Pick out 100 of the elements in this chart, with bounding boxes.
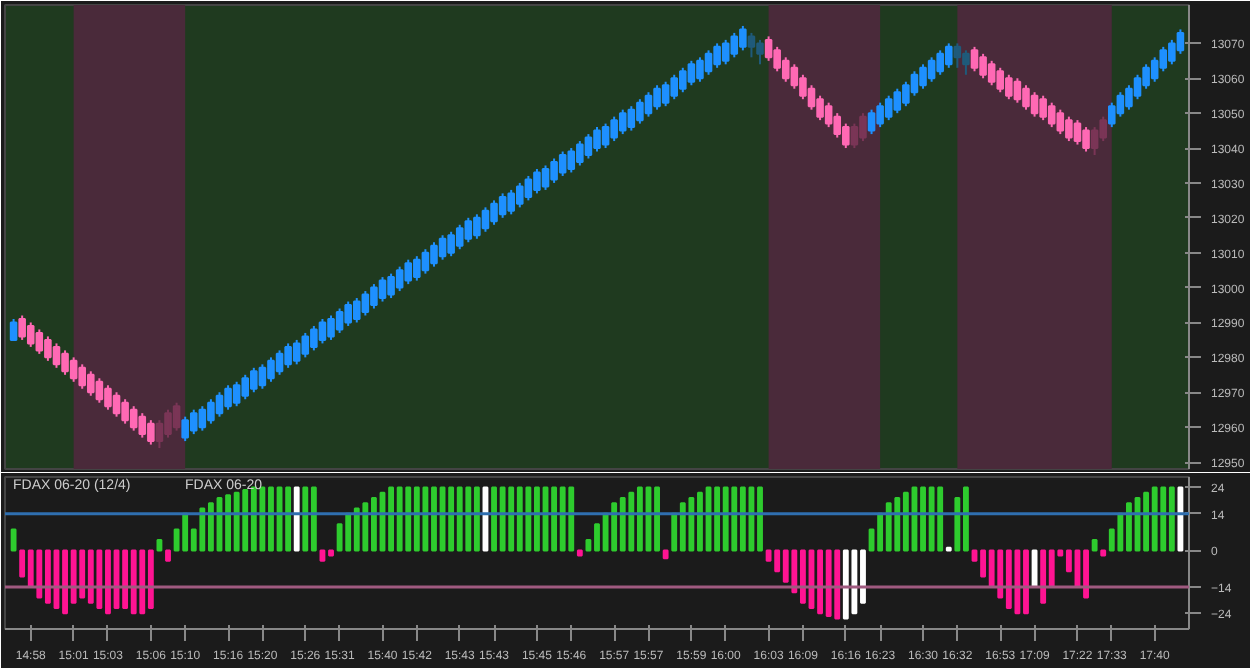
candlestick [52,342,61,369]
candlestick [69,356,78,383]
candlestick [1133,73,1142,101]
candlestick [550,157,558,184]
candlestick [207,398,215,425]
candlestick [327,314,335,341]
candlestick [352,297,361,324]
candlestick [670,73,679,101]
candlestick [687,59,696,87]
candlestick [953,42,962,69]
candlestick [721,38,730,66]
candlestick [1073,119,1082,146]
candlestick [661,80,670,108]
candlestick [636,98,644,125]
candlestick [361,290,370,317]
candlestick [1125,84,1133,111]
candlestick [232,380,241,408]
candlestick [241,373,250,401]
candlestick [318,317,327,345]
candlestick [756,38,764,66]
candlestick [95,377,104,404]
candlestick [944,42,953,69]
candlestick [644,91,653,118]
candlestick [996,66,1005,94]
candlestick [35,328,44,355]
candlestick [653,84,661,111]
candlestick [764,35,773,62]
candlestick [430,241,438,268]
candlestick [387,272,395,300]
candlestick [1056,108,1065,136]
candlestick [1047,101,1056,129]
candlestick [1116,91,1125,118]
candlestick [78,363,87,390]
candlestick [987,59,996,87]
candlestick [790,63,799,90]
candlestick [129,405,138,432]
candlestick [919,63,927,90]
candlestick [515,181,524,209]
candlestick [1030,91,1039,118]
candlestick [378,276,387,303]
candlestick [61,349,69,376]
candlestick [584,133,593,160]
candlestick [627,105,636,132]
candlestick [189,408,198,436]
candlestick [824,101,833,129]
candlestick [962,49,970,76]
candlestick [172,401,181,432]
candlestick [850,122,859,150]
candlestick [112,391,121,418]
candlestick [335,307,344,334]
candlestick [713,42,721,69]
candlestick [970,45,979,73]
candlestick [807,84,816,111]
candlestick [593,126,601,153]
candlestick [215,391,224,418]
candlestick [884,94,893,122]
candlestick [438,234,447,261]
candlestick [696,56,704,83]
candlestick [558,150,567,177]
candlestick [524,174,533,202]
candlestick [481,206,490,233]
candlestick [816,94,824,122]
candlestick [601,122,610,150]
candlestick [730,31,739,59]
candlestick [44,335,52,362]
candlestick [979,52,987,80]
candlestick [121,398,129,425]
candlestick [867,108,876,136]
candlestick [490,199,498,226]
candlestick [224,384,232,411]
candlestick [404,258,413,286]
candlestick [395,265,404,293]
candlestick [927,56,936,83]
candlestick [258,363,267,390]
candlestick [1176,28,1185,55]
candlestick [370,283,378,310]
candlestick [26,321,35,348]
candlestick [284,342,292,369]
candlestick [104,384,112,411]
candlestick [567,147,576,174]
candlestick [747,31,756,59]
candlestick [1013,77,1022,104]
candlestick [704,49,713,76]
candlestick [1082,126,1090,153]
candlestick [1022,84,1030,111]
candlestick [9,317,18,341]
candlestick [498,192,507,219]
candlestick [155,419,164,450]
candlestick [876,101,884,129]
candlestick [859,112,867,143]
candlestick [1090,126,1099,157]
candlestick [310,324,318,352]
candlestick [455,223,464,251]
candlestick [138,412,147,439]
candlestick [533,167,541,195]
candlestick [893,87,902,115]
candlestick [464,216,473,244]
candlestick [421,248,430,275]
candlestick [473,213,481,240]
candlestick [198,405,207,432]
